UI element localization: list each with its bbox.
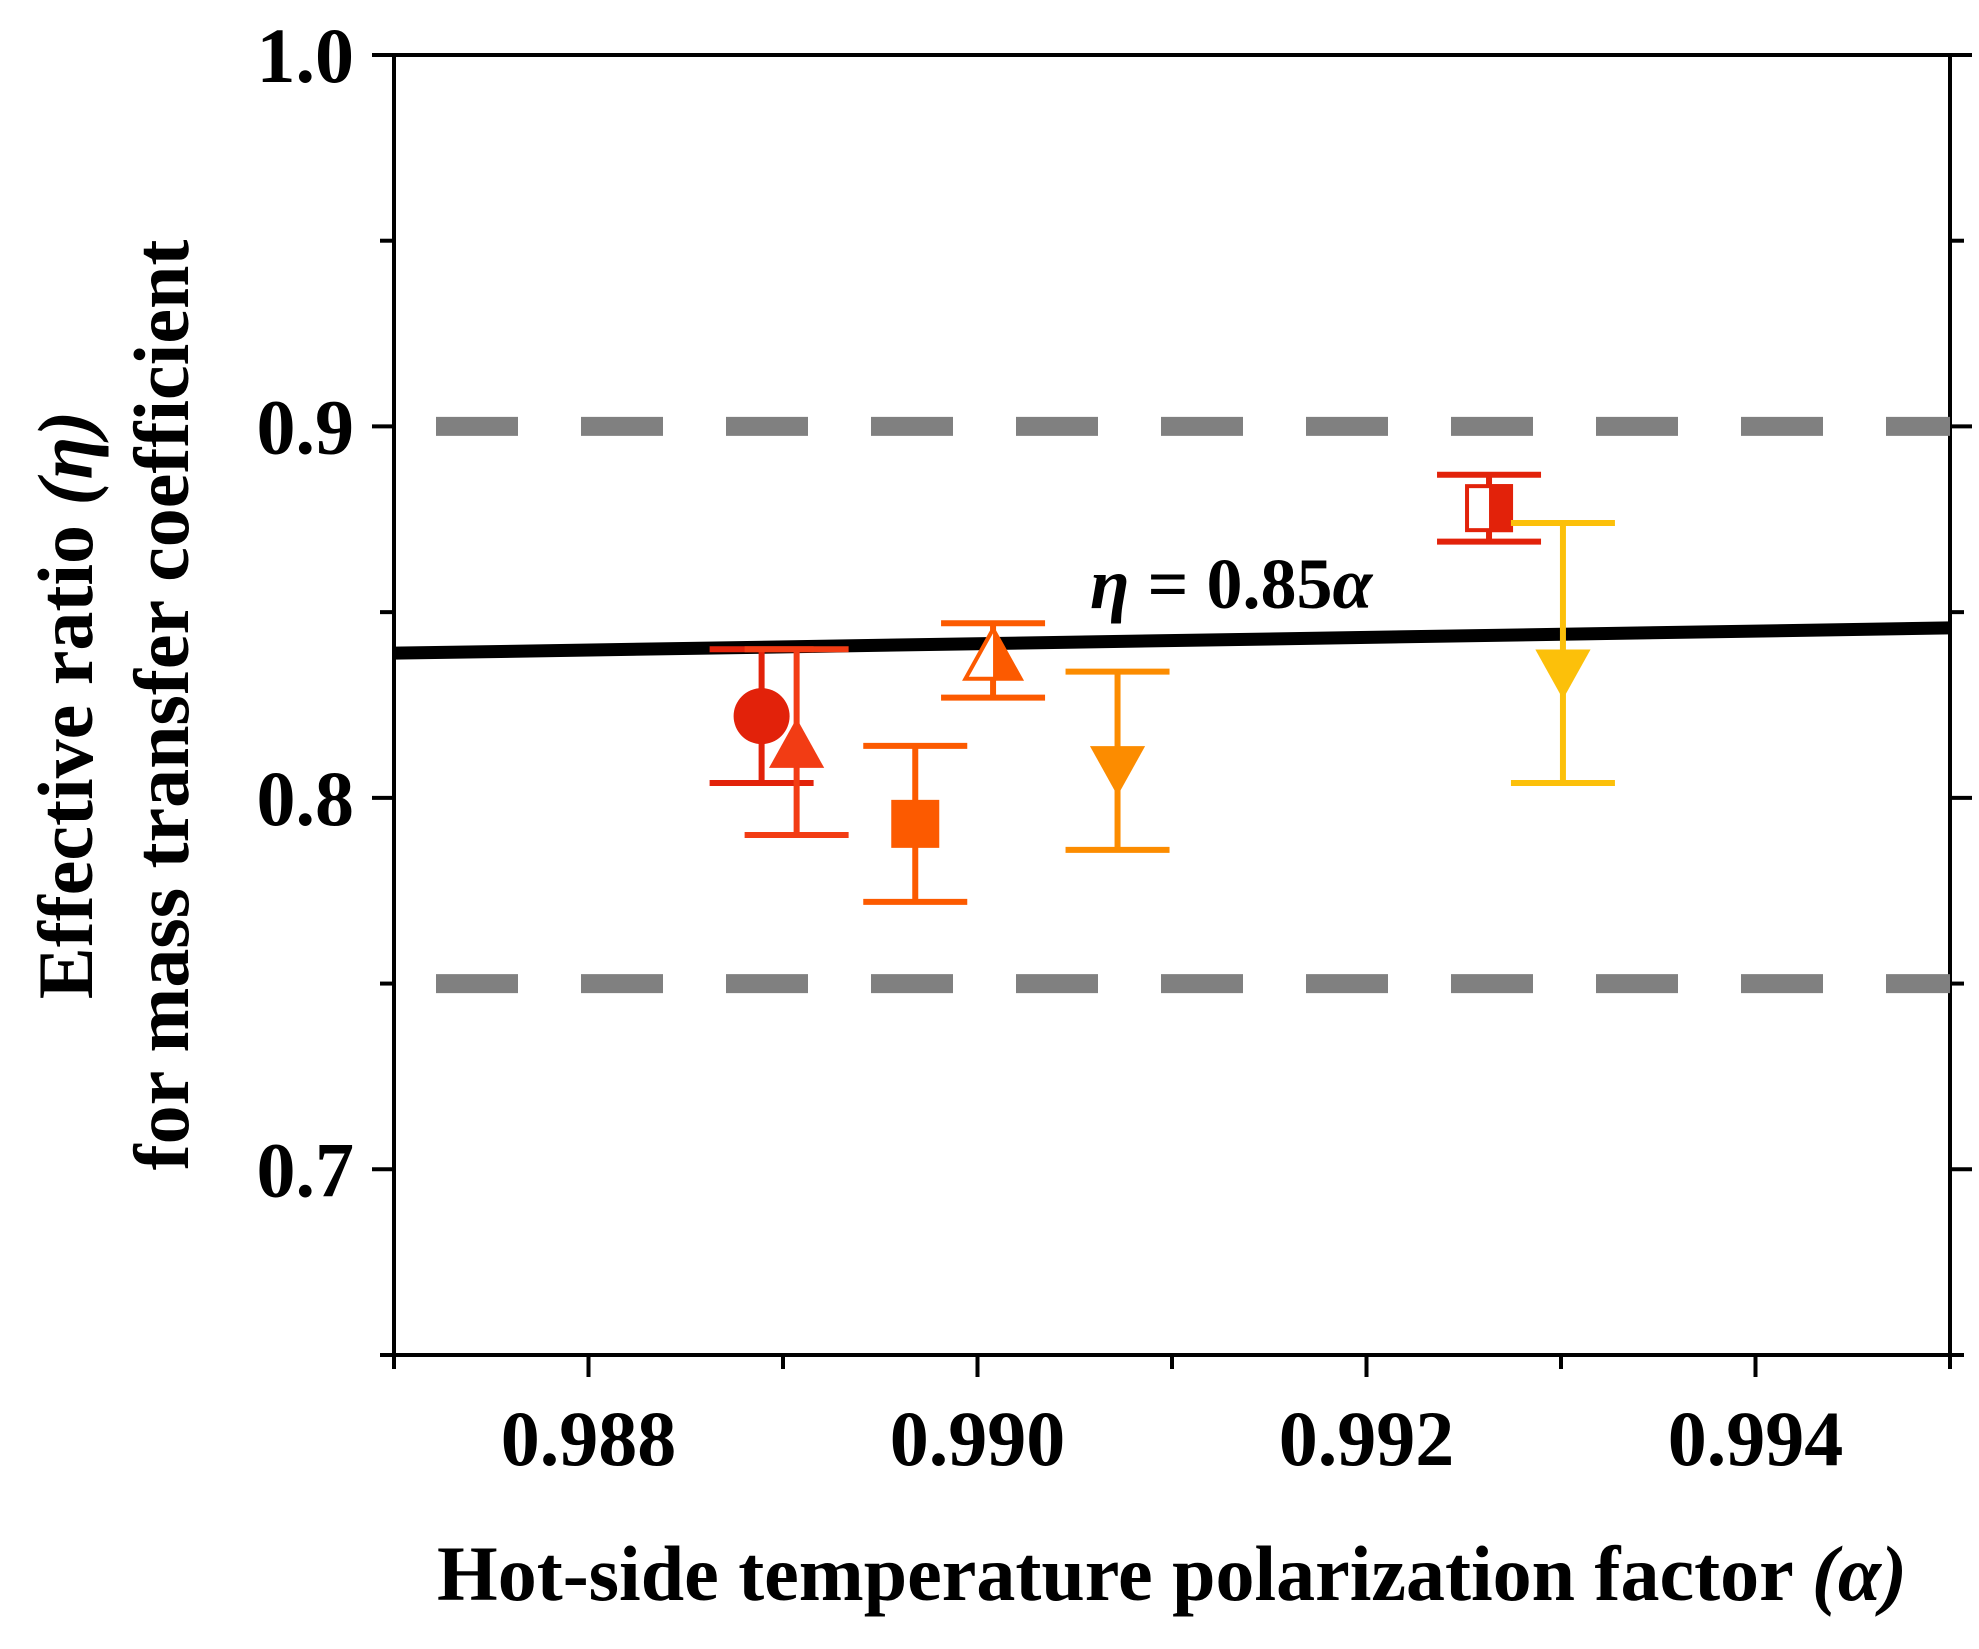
y-tick-label: 0.9 <box>257 383 355 470</box>
marker-triangle-up <box>769 718 825 768</box>
tick-labels: 0.988 0.990 0.992 0.994 0.7 0.8 0.9 1.0 <box>257 12 1844 1482</box>
x-tick-label: 0.990 <box>890 1395 1066 1482</box>
x-tick-label: 0.994 <box>1668 1395 1844 1482</box>
fit-line-label: η = 0.85α <box>1090 544 1374 624</box>
data-point-5 <box>1065 668 1170 853</box>
fit-label-eta: η <box>1090 544 1130 624</box>
data-point-7 <box>1510 520 1615 786</box>
fit-line <box>394 621 1950 660</box>
data-points <box>709 471 1615 905</box>
y-tick-label: 0.8 <box>257 755 355 842</box>
marker-triangle-up-fill <box>993 629 1021 679</box>
data-point-4 <box>941 620 1046 701</box>
plot-frame <box>392 53 1952 1357</box>
marker-triangle-down <box>1535 649 1591 700</box>
y-axis-title-line1: Effective ratio (η) <box>22 411 109 1000</box>
fit-label-text: = 0.85 <box>1130 544 1333 624</box>
x-axis-title-symbol: (α) <box>1812 1530 1907 1617</box>
reference-lines <box>394 416 1950 994</box>
fit-line-group <box>394 621 1950 660</box>
y-axis-title-line1-symbol: (η) <box>22 411 109 506</box>
marker-square-fill <box>1489 484 1514 533</box>
y-axis-title-line1-text: Effective ratio <box>22 525 109 999</box>
y-axis-title-line2: for mass transfer coefficient <box>118 240 205 1171</box>
y-tick-label: 1.0 <box>257 12 355 99</box>
fit-label-alpha: α <box>1333 544 1374 624</box>
data-point-2 <box>744 646 849 838</box>
x-tick-label: 0.988 <box>501 1395 677 1482</box>
x-axis-title-text: Hot-side temperature polarization factor <box>437 1530 1792 1617</box>
marker-square <box>891 799 940 848</box>
data-point-3 <box>863 742 968 905</box>
marker-triangle-down <box>1089 746 1146 796</box>
marker-circle <box>733 688 790 745</box>
data-point-6 <box>1437 471 1542 545</box>
x-axis-title: Hot-side temperature polarization factor… <box>437 1530 1907 1617</box>
x-tick-label: 0.992 <box>1279 1395 1455 1482</box>
y-tick-label: 0.7 <box>257 1126 355 1213</box>
axis-ticks <box>372 53 1972 1377</box>
